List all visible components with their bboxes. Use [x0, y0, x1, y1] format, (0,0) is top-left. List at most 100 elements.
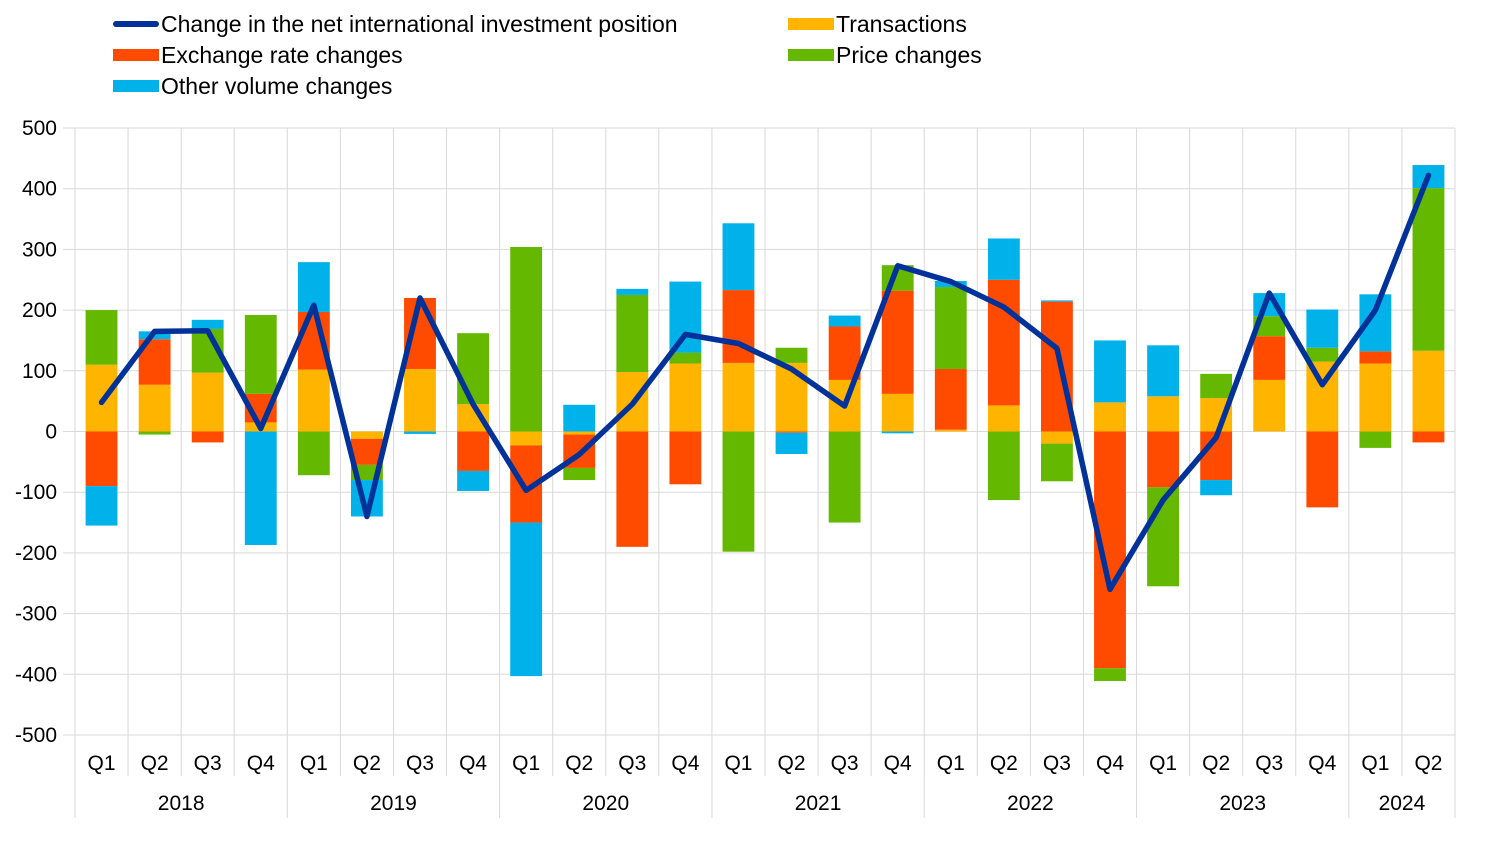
bar-segment-exchange-rate-changes: [85, 431, 118, 487]
x-quarter-label: Q2: [990, 752, 1018, 775]
bar-segment-other-volume-changes: [1200, 480, 1233, 496]
y-tick-label: -100: [15, 481, 57, 504]
x-quarter-label: Q4: [1308, 752, 1336, 775]
bar-segment-other-volume-changes: [1094, 340, 1126, 403]
bar-segment-transactions: [1359, 363, 1392, 432]
bar-segment-exchange-rate-changes: [351, 438, 383, 465]
x-quarter-label: Q4: [1096, 752, 1124, 775]
x-quarter-label: Q1: [512, 752, 540, 775]
legend-item-other-volume: Other volume changes: [113, 73, 392, 99]
x-quarter-label: Q3: [831, 752, 859, 775]
bar-segment-price-changes: [563, 467, 596, 481]
bars: [85, 165, 1445, 681]
legend-swatch-price: [788, 49, 834, 61]
bar-segment-price-changes: [1306, 347, 1339, 362]
x-quarter-label: Q3: [618, 752, 646, 775]
bar-segment-exchange-rate-changes: [1147, 431, 1179, 488]
x-quarter-label: Q1: [724, 752, 752, 775]
bar-segment-transactions: [1253, 379, 1286, 432]
bar-segment-transactions: [191, 372, 224, 432]
bar-segment-exchange-rate-changes: [775, 431, 808, 433]
legend-line-swatch-niip: [113, 21, 159, 27]
bar-segment-transactions: [563, 431, 596, 435]
bar-segment-price-changes: [1041, 443, 1073, 482]
legend-item-niip: Change in the net international investme…: [113, 11, 678, 37]
x-quarter-label: Q4: [671, 752, 699, 775]
x-quarter-label: Q1: [937, 752, 965, 775]
bar-segment-price-changes: [244, 314, 277, 394]
bar-segment-exchange-rate-changes: [669, 431, 702, 485]
bar-segment-exchange-rate-changes: [1253, 336, 1286, 380]
legend-swatch-transactions: [788, 18, 834, 30]
bar-segment-price-changes: [722, 431, 755, 552]
bar-segment-transactions: [669, 363, 702, 432]
bar-segment-price-changes: [1094, 668, 1126, 681]
legend-label-price: Price changes: [836, 42, 982, 68]
bar-segment-transactions: [138, 384, 171, 432]
x-quarter-label: Q2: [565, 752, 593, 775]
bar-segment-transactions: [881, 393, 914, 432]
bar-segment-price-changes: [138, 431, 171, 435]
x-quarter-label: Q3: [1255, 752, 1283, 775]
legend-swatch-other-volume: [113, 80, 159, 92]
bar-segment-price-changes: [1412, 188, 1445, 351]
y-tick-label: 200: [22, 299, 57, 322]
bar-segment-price-changes: [987, 431, 1020, 501]
bar-segment-price-changes: [297, 431, 330, 476]
bar-segment-exchange-rate-changes: [1041, 301, 1073, 432]
x-quarter-label: Q4: [884, 752, 912, 775]
bar-segment-other-volume-changes: [1306, 309, 1339, 348]
bar-segment-other-volume-changes: [616, 288, 649, 295]
bar-segment-transactions: [297, 369, 330, 432]
bar-segment-transactions: [722, 362, 755, 432]
bar-segment-other-volume-changes: [85, 486, 118, 526]
bar-segment-other-volume-changes: [669, 281, 702, 353]
bar-segment-exchange-rate-changes: [1359, 351, 1392, 364]
bar-segment-transactions: [510, 431, 543, 446]
bar-segment-other-volume-changes: [1041, 300, 1073, 302]
bar-segment-transactions: [1094, 402, 1126, 432]
x-quarter-label: Q3: [194, 752, 222, 775]
bar-segment-other-volume-changes: [457, 470, 489, 491]
bar-segment-other-volume-changes: [775, 432, 808, 454]
bar-segment-other-volume-changes: [404, 431, 436, 434]
x-quarter-label: Q2: [1202, 752, 1230, 775]
bar-segment-price-changes: [457, 333, 489, 405]
bar-segment-transactions: [1147, 396, 1179, 432]
bar-segment-other-volume-changes: [987, 238, 1020, 280]
bar-segment-transactions: [1041, 431, 1073, 444]
bar-segment-price-changes: [775, 347, 808, 363]
bar-segment-price-changes: [828, 431, 861, 523]
bar-segment-transactions: [775, 362, 808, 432]
y-tick-label: 400: [22, 178, 57, 201]
bar-segment-price-changes: [616, 294, 649, 373]
legend-label-other-volume: Other volume changes: [161, 73, 393, 99]
legend-swatch-exchange-rate: [113, 49, 159, 61]
legend-label-exchange-rate: Exchange rate changes: [161, 42, 403, 68]
bar-segment-transactions: [351, 431, 383, 439]
x-quarter-label: Q3: [406, 752, 434, 775]
bar-segment-transactions: [404, 368, 436, 432]
y-tick-label: -500: [15, 724, 57, 747]
x-quarter-label: Q2: [141, 752, 169, 775]
x-year-label: 2018: [158, 792, 205, 815]
y-tick-label: -300: [15, 603, 57, 626]
bar-segment-other-volume-changes: [722, 223, 755, 291]
legend-label-niip: Change in the net international investme…: [161, 11, 678, 37]
legend-item-exchange-rate: Exchange rate changes: [113, 42, 403, 68]
bar-segment-price-changes: [1200, 373, 1233, 399]
x-quarter-label: Q3: [1043, 752, 1071, 775]
y-tick-label: 100: [22, 360, 57, 383]
bar-segment-other-volume-changes: [563, 404, 596, 432]
x-quarter-label: Q1: [1149, 752, 1177, 775]
y-tick-label: 0: [45, 421, 57, 444]
bar-segment-price-changes: [510, 246, 543, 432]
niip-line-layer: [98, 172, 1432, 593]
x-quarter-label: Q1: [1361, 752, 1389, 775]
x-year-label: 2022: [1007, 792, 1054, 815]
bar-segment-price-changes: [669, 352, 702, 364]
bar-segment-exchange-rate-changes: [881, 290, 914, 394]
x-year-label: 2021: [795, 792, 842, 815]
bar-segment-exchange-rate-changes: [457, 431, 489, 471]
niip-line: [98, 172, 1432, 593]
